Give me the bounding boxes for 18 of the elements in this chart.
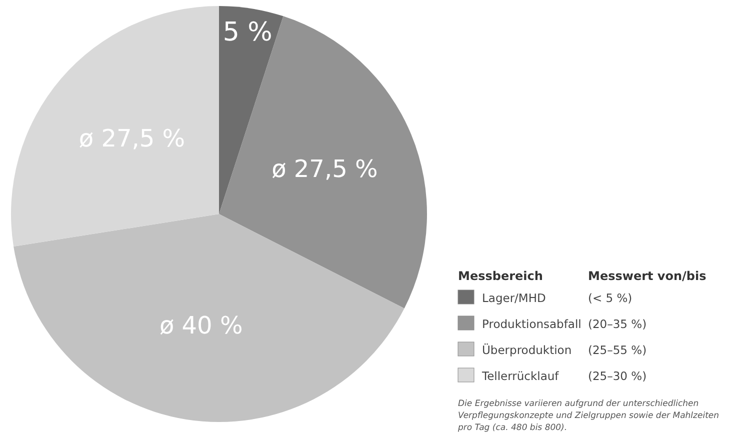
pie-slice	[219, 16, 427, 308]
data-label: 5 %	[222, 17, 272, 48]
text: (< 5 %)	[588, 291, 632, 305]
data-label: ø 27,5 %	[272, 154, 378, 183]
legend-label: Lager/MHD	[482, 291, 546, 305]
pie-slice	[219, 6, 284, 214]
text: (20–35 %)	[588, 317, 647, 331]
text: Die Ergebnisse variieren aufgrund der unterschiedlichen Verpflegungskonzepte und Zielgruppen sowie der Mahlzeiten pro Tag (ca. 480 bis 800).	[457, 399, 720, 433]
text: Messwert von/bis	[588, 269, 706, 283]
legend-label: Tellerrücklauf	[481, 369, 560, 383]
text: (25–55 %)	[588, 343, 647, 357]
text: (25–30 %)	[588, 369, 647, 383]
pie-slice	[11, 6, 219, 247]
legend-title: Messbereich	[458, 269, 543, 283]
data-label: ø 40 %	[159, 312, 243, 340]
legend-label: Produktionsabfall	[482, 317, 582, 331]
pie-slice	[14, 214, 404, 422]
legend-label: Überproduktion	[482, 343, 572, 357]
